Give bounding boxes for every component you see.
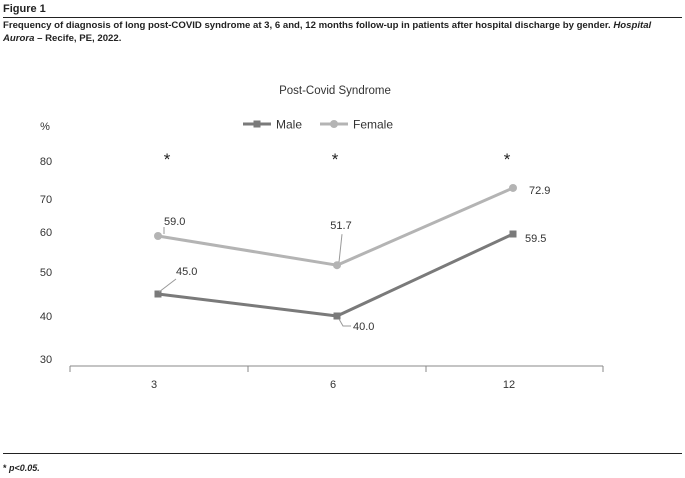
data-label: 45.0 (176, 266, 197, 278)
label-leader (158, 278, 177, 293)
y-tick-label: 60 (40, 227, 52, 239)
data-point (509, 183, 517, 192)
data-label: 72.9 (529, 185, 550, 197)
data-point (333, 312, 341, 320)
tick-labels: 80 70 60 50 40 30 3 6 12 (40, 156, 515, 391)
footnote-star: * (3, 463, 7, 473)
data-point (154, 290, 162, 298)
legend: Male Female (243, 118, 393, 132)
x-tick-label: 3 (151, 379, 157, 391)
legend-label: Female (353, 118, 393, 132)
y-tick-label: 70 (40, 194, 52, 206)
caption-main: Frequency of diagnosis of long post-COVI… (3, 20, 611, 31)
top-rule (3, 17, 682, 18)
x-tick-label: 12 (503, 379, 515, 391)
significance-markers: * * * (164, 150, 511, 169)
bottom-rule (3, 453, 682, 454)
series-layer: 59.0 51.7 72.9 45.0 40.0 59.5 (154, 183, 550, 333)
footnote: * p<0.05. (3, 463, 40, 473)
label-leader (338, 318, 351, 327)
legend-marker (330, 120, 338, 128)
data-label: 59.0 (164, 216, 185, 228)
data-labels: 59.0 51.7 72.9 45.0 40.0 59.5 (158, 185, 550, 333)
y-axis-label: % (40, 121, 50, 133)
chart-title: Post-Covid Syndrome (279, 85, 391, 97)
y-tick-label: 30 (40, 354, 52, 366)
series-line (157, 232, 514, 318)
series-male (154, 230, 517, 320)
figure-label: Figure 1 (3, 3, 46, 15)
y-tick-label: 40 (40, 311, 52, 323)
y-tick-label: 50 (40, 267, 52, 279)
significance-star: * (164, 150, 171, 169)
data-label: 59.5 (525, 233, 546, 245)
label-leader (338, 234, 343, 263)
caption-italic: Hospital Aurora (3, 20, 652, 44)
figure-caption: Frequency of diagnosis of long post-COVI… (3, 20, 681, 45)
data-point (154, 232, 162, 240)
legend-marker (253, 120, 261, 128)
data-point (509, 230, 517, 238)
legend-label: Male (276, 118, 302, 132)
axes (69, 365, 604, 372)
series-female (154, 183, 517, 270)
data-label: 40.0 (353, 321, 374, 333)
data-point (333, 261, 341, 270)
y-tick-label: 80 (40, 156, 52, 168)
caption-tail: – Recife, PE, 2022. (37, 32, 122, 44)
x-tick-label: 6 (330, 379, 336, 391)
data-label: 51.7 (330, 220, 351, 232)
significance-star: * (332, 150, 339, 169)
footnote-text: p<0.05. (9, 463, 40, 473)
significance-star: * (504, 150, 511, 169)
